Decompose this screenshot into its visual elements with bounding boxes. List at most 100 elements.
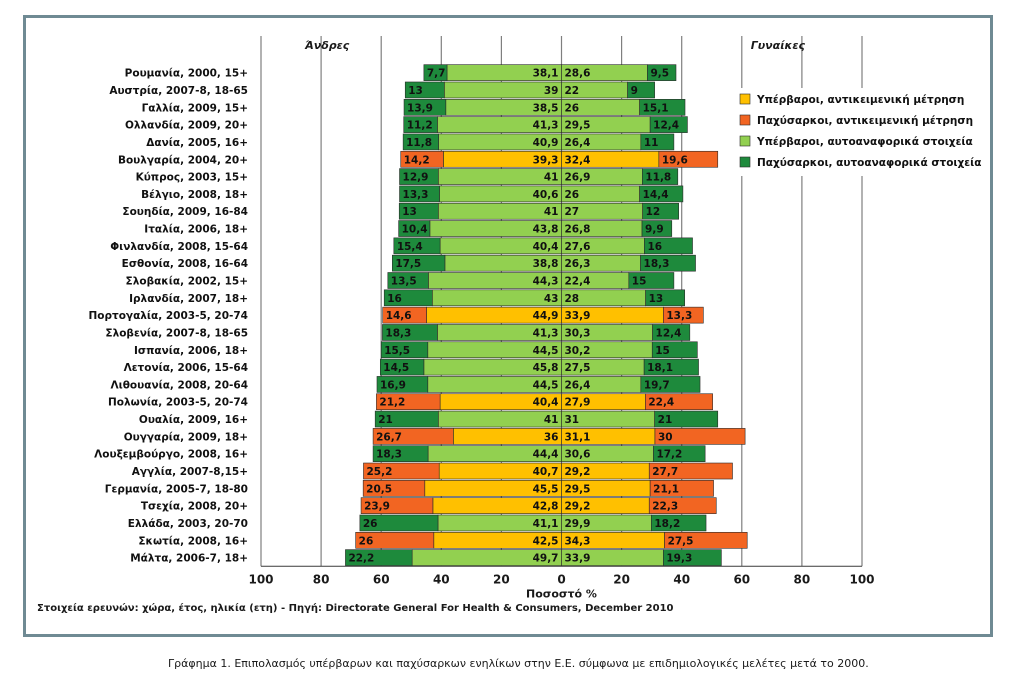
figure-caption: Γράφημα 1. Επιπολασμός υπέρβαρων και παχ… (168, 657, 869, 670)
bar-men-obese (359, 514, 439, 532)
data-label-women-obese: 21 (658, 414, 673, 426)
bar-row: 41 13 27 12 (398, 202, 679, 220)
bar-row: 44,5 16,9 26,4 19,7 (376, 376, 701, 393)
data-label-women-obese: 19,3 (666, 553, 692, 565)
data-label-women-obese: 12 (646, 206, 661, 218)
bar-women-obese (640, 254, 696, 272)
data-label-men-obese: 13 (408, 85, 423, 97)
data-label-women-obese: 13,3 (666, 310, 692, 322)
bar-men-obese (400, 150, 444, 168)
bar-row: 43 16 28 13 (383, 289, 686, 307)
bar-row: 44,9 14,6 33,9 13,3 (382, 306, 704, 324)
bar-women-obese (642, 202, 679, 220)
bar-women-obese (648, 462, 733, 480)
bar-women-obese (663, 306, 704, 324)
bar-row: 41 12,9 26,9 11,8 (399, 168, 679, 185)
legend-entry: Παχύσαρκοι, αυτοαναφορικά στοιχεία (739, 156, 981, 169)
bar-men-obese (404, 81, 445, 99)
data-label-men-obese: 14,6 (386, 310, 412, 322)
category-label: Σλοβενία, 2007-8, 18-65 (105, 327, 248, 339)
women-header: Γυναίκες (751, 39, 806, 52)
data-label-men-obese: 26 (359, 535, 374, 547)
data-label-men-overweight: 40,4 (533, 241, 559, 253)
data-label-women-overweight: 29,5 (565, 483, 591, 495)
bar-women-obese (663, 549, 722, 566)
bar-men-obese (380, 341, 429, 359)
x-tick-label: 20 (493, 572, 510, 586)
bar-row: 39,3 14,2 32,4 19,6 (400, 150, 719, 168)
bar-women-obese (652, 324, 691, 341)
data-label-women-obese: 18,1 (647, 362, 673, 374)
caption-label: Γράφημα 1. (168, 657, 231, 670)
bar-men-obese (360, 497, 434, 514)
caption-text: Επιπολασμός υπέρβαρων και παχύσαρκων ενη… (234, 657, 869, 670)
data-label-men-overweight: 41,3 (533, 327, 559, 339)
bar-women-obese (640, 376, 701, 393)
bar-women-obese (647, 64, 677, 81)
category-label: Φινλανδία, 2008, 15-64 (110, 241, 248, 253)
x-tick-label: 60 (373, 572, 390, 586)
bar-row: 39 13 22 9 (404, 81, 655, 99)
data-label-men-obese: 11,8 (406, 137, 432, 149)
data-label-women-obese: 9 (631, 85, 638, 97)
bar-men-obese (393, 237, 441, 255)
legend-label: Υπέρβαροι, αυτοαναφορικά στοιχεία (756, 136, 973, 148)
data-label-men-obese: 10,4 (402, 224, 428, 236)
data-label-women-obese: 27,5 (668, 535, 694, 547)
data-label-women-overweight: 29,9 (565, 518, 591, 530)
category-label: Σκωτία, 2008, 16+ (138, 535, 248, 547)
data-label-men-obese: 17,5 (395, 258, 421, 270)
data-label-women-overweight: 27 (565, 206, 580, 218)
bar-women-obese (653, 445, 706, 463)
data-label-men-overweight: 40,7 (533, 466, 559, 478)
data-label-women-obese: 30 (658, 431, 673, 443)
data-label-men-overweight: 42,8 (533, 501, 559, 513)
category-label: Σουηδία, 2009, 16-84 (122, 206, 248, 218)
data-label-women-overweight: 26,9 (565, 172, 591, 184)
bar-men-obese (345, 549, 413, 566)
x-tick-label: 100 (849, 572, 874, 586)
legend-entry: Παχύσαρκοι, αντικειμενική μέτρηση (739, 114, 973, 127)
source-note: Στοιχεία ερευνών: χώρα, έτος, ηλικία (ετ… (37, 603, 674, 614)
data-label-men-obese: 15,4 (397, 241, 423, 253)
data-label-men-overweight: 44,5 (533, 345, 559, 357)
data-label-women-obese: 17,2 (656, 449, 682, 461)
category-label: Σλοβακία, 2002, 15+ (126, 276, 248, 288)
data-label-women-obese: 27,7 (652, 466, 678, 478)
bar-women-obese (627, 81, 655, 99)
bar-women-obese (651, 341, 698, 359)
bar-row: 49,7 22,2 33,9 19,3 (345, 549, 722, 566)
bar-men-obese (387, 272, 429, 289)
bar-women-obese (642, 168, 679, 185)
data-label-men-overweight: 44,5 (533, 379, 559, 391)
bar-row: 40,7 25,2 29,2 27,7 (363, 462, 733, 480)
data-label-women-obese: 15 (655, 345, 670, 357)
data-label-women-overweight: 29,5 (565, 120, 591, 132)
data-label-women-obese: 9,5 (650, 68, 669, 80)
bar-row: 44,5 15,5 30,2 15 (380, 341, 698, 359)
bar-row: 44,3 13,5 22,4 15 (387, 272, 675, 289)
bar-men-obese (372, 445, 429, 463)
data-label-women-overweight: 33,9 (565, 553, 591, 565)
bar-men-obese (363, 462, 440, 480)
bar-men-obese (398, 220, 431, 237)
bar-men-obese (392, 254, 446, 272)
data-label-men-obese: 13 (402, 206, 417, 218)
data-label-men-overweight: 40,9 (533, 137, 559, 149)
data-label-men-overweight: 41,1 (533, 518, 559, 530)
data-label-men-overweight: 38,8 (533, 258, 559, 270)
data-label-men-obese: 20,5 (366, 483, 392, 495)
category-label: Γερμανία, 2005-7, 18-80 (105, 483, 248, 495)
data-label-men-obese: 11,2 (407, 120, 433, 132)
x-tick-label: 0 (557, 572, 565, 586)
bar-men-obese (399, 168, 439, 185)
category-label: Λουξεμβούργο, 2008, 16+ (94, 449, 248, 461)
data-label-men-overweight: 41 (544, 414, 559, 426)
bar-men-obese (398, 202, 439, 220)
category-label: Αγγλία, 2007-8,15+ (132, 466, 248, 478)
data-label-men-obese: 16 (387, 293, 402, 305)
data-label-women-obese: 16 (647, 241, 662, 253)
data-label-women-overweight: 30,6 (565, 449, 591, 461)
data-label-men-obese: 7,7 (427, 68, 446, 80)
